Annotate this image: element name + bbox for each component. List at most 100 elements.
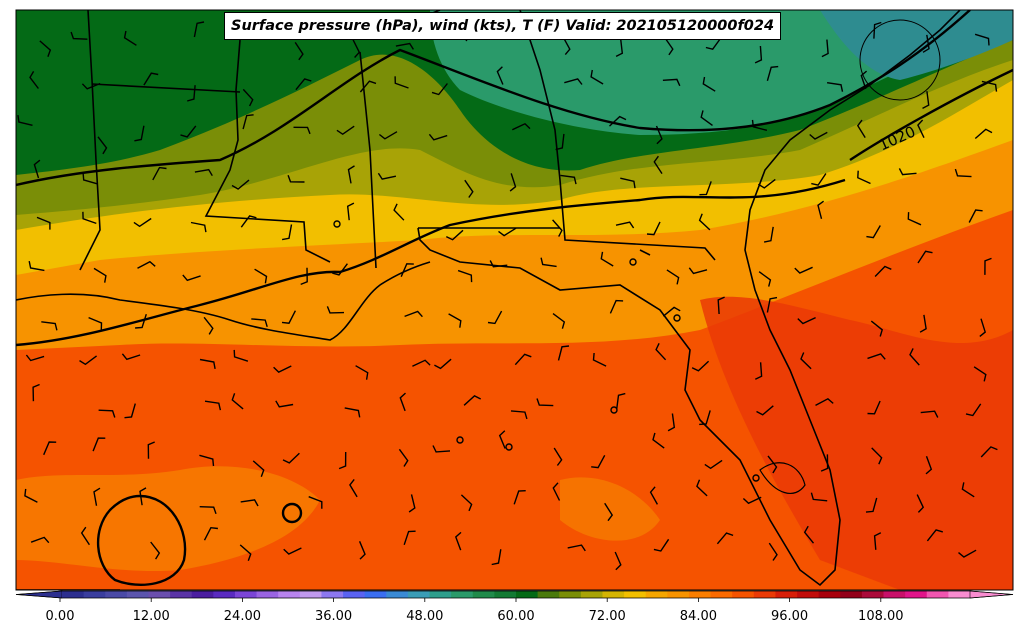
wind-barb	[199, 506, 217, 515]
wind-barb	[512, 122, 531, 131]
wind-barb	[30, 536, 50, 544]
wind-barb	[240, 499, 259, 507]
wind-barb	[143, 72, 159, 86]
wind-barb	[917, 119, 925, 139]
wind-barb	[80, 526, 90, 546]
wind-barb	[346, 202, 355, 221]
wind-barb	[664, 37, 674, 56]
wind-barb	[797, 316, 816, 325]
wind-barb	[336, 125, 355, 136]
wind-barb	[981, 80, 998, 92]
wind-barb	[283, 547, 302, 555]
wind-barb	[873, 21, 882, 39]
colorbar-segment	[191, 591, 214, 598]
colorbar-tick-label: 12.00	[133, 609, 170, 624]
wind-barb	[199, 454, 215, 467]
wind-barb	[826, 82, 844, 92]
wind-barb	[609, 115, 627, 127]
wind-barb	[958, 549, 977, 558]
wind-barb	[240, 215, 257, 228]
wind-barb	[513, 490, 526, 505]
colorbar-segment	[926, 591, 949, 598]
wind-barb	[231, 393, 244, 410]
wind-barb	[536, 398, 554, 407]
wind-barb	[448, 313, 462, 328]
wind-barb	[24, 488, 38, 503]
wind-barb	[454, 531, 462, 551]
wind-barb	[124, 403, 136, 419]
wind-barb	[204, 400, 222, 411]
wind-barb	[616, 392, 626, 410]
wind-barb	[399, 392, 406, 412]
wind-barb	[867, 353, 886, 360]
colorbar-tick-label: 72.00	[589, 609, 626, 624]
wind-barb	[82, 211, 97, 225]
colorbar-tick-label: 36.00	[315, 609, 352, 624]
wind-barb	[768, 542, 778, 561]
wind-barb	[754, 362, 763, 380]
colorbar-segment	[213, 591, 236, 598]
wind-barb	[242, 88, 254, 107]
colorbar-segment	[797, 591, 820, 598]
wind-barb	[332, 263, 348, 276]
wind-barb	[394, 76, 409, 89]
wind-barb	[123, 30, 137, 46]
wind-barb	[294, 42, 304, 61]
wind-barb	[378, 131, 398, 140]
wind-barb	[820, 454, 829, 472]
wind-barb	[139, 487, 147, 506]
wind-barb	[652, 432, 665, 449]
wind-barb	[688, 267, 708, 275]
wind-barb	[134, 125, 145, 142]
wind-barb	[615, 221, 635, 229]
wind-barb	[445, 229, 464, 241]
colorbar-segment	[732, 591, 755, 598]
wind-barb	[763, 226, 774, 243]
wind-barb	[514, 353, 532, 366]
coastline-and-borders	[16, 10, 961, 590]
wind-barb	[496, 66, 504, 85]
wind-barb	[133, 217, 152, 228]
wind-barb	[800, 352, 812, 370]
wind-barb	[592, 352, 607, 367]
map-panel	[16, 10, 1013, 590]
wind-barb	[79, 355, 98, 366]
wind-barb	[757, 178, 776, 189]
wind-barb	[898, 168, 917, 176]
wind-barb	[251, 318, 268, 328]
colorbar-segment	[775, 591, 798, 598]
wind-barb	[653, 538, 670, 552]
wind-barb	[553, 447, 563, 466]
wind-barb	[655, 125, 663, 145]
wind-barb	[293, 126, 311, 135]
colorbar-segment	[559, 591, 582, 598]
wind-barb	[203, 526, 218, 541]
colorbar-tick-label: 60.00	[497, 609, 534, 624]
wind-barb	[242, 114, 254, 130]
wind-barb	[766, 296, 778, 313]
wind-barb	[190, 221, 207, 233]
colorbar-segment	[451, 591, 474, 598]
wind-barb	[702, 76, 716, 92]
colorbar-segment	[516, 591, 539, 598]
wind-barb	[552, 219, 563, 237]
wind-barb	[907, 212, 922, 226]
wind-barb	[358, 541, 366, 560]
colorbar-segment	[472, 591, 495, 598]
colorbar-segment	[667, 591, 690, 598]
wind-barb	[25, 354, 45, 362]
colorbar-tick-label: 96.00	[771, 609, 808, 624]
wind-barb	[860, 70, 868, 90]
wind-barb	[609, 299, 624, 314]
wind-barb	[614, 551, 622, 571]
wind-barb	[121, 353, 141, 361]
wind-barb	[662, 78, 681, 87]
wind-barb	[615, 39, 624, 58]
wind-barb	[794, 266, 813, 274]
wind-barb	[489, 260, 508, 268]
colorbar-segment	[278, 591, 301, 598]
wind-barb	[239, 544, 252, 561]
colorbar-segment	[818, 591, 841, 598]
wind-barb	[620, 177, 636, 189]
